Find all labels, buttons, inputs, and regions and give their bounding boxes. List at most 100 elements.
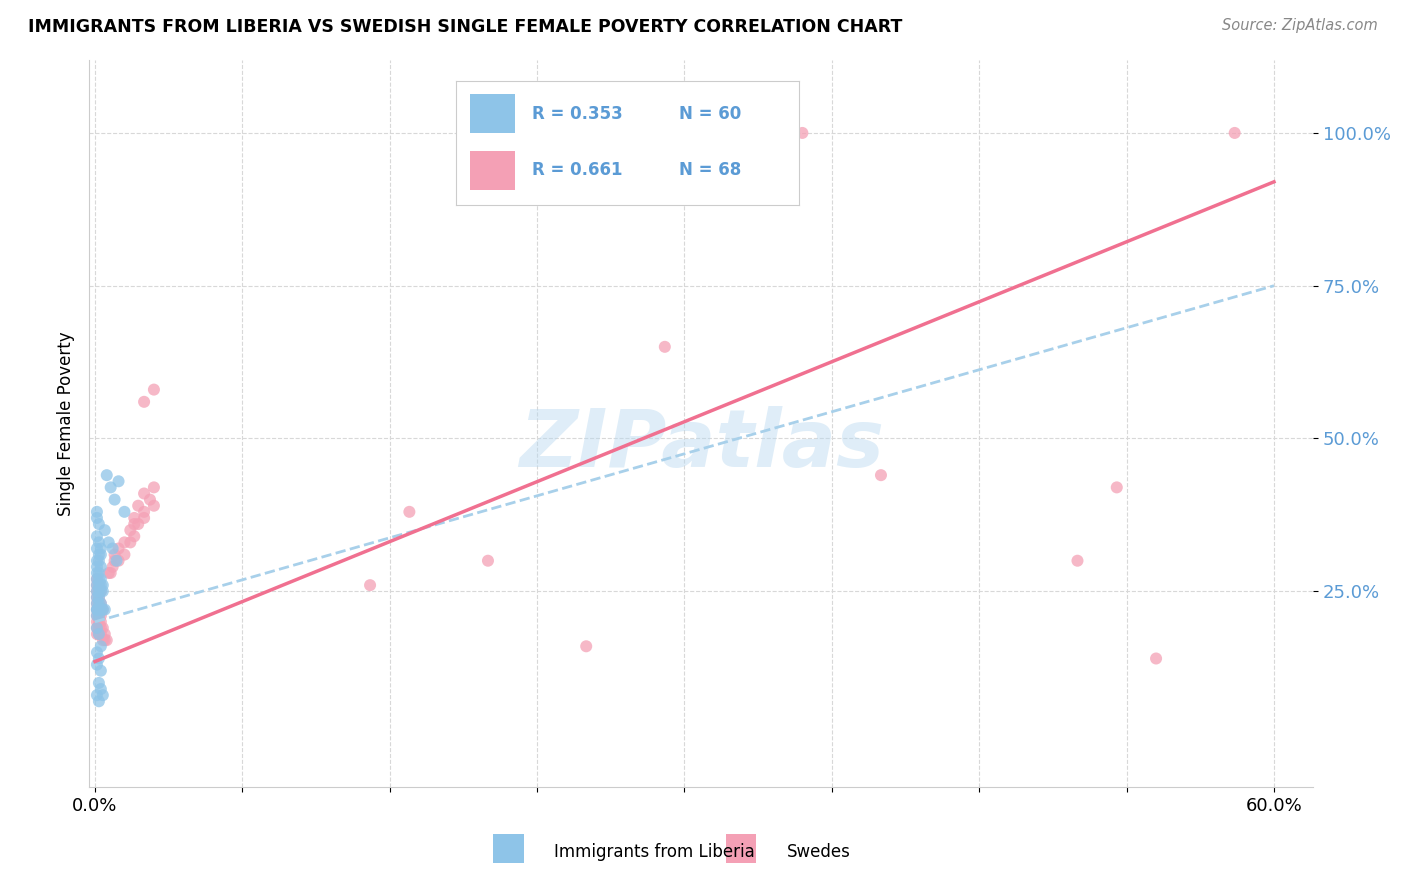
Point <box>87 597 110 611</box>
Point <box>86 591 108 605</box>
Point <box>91 602 114 616</box>
Point <box>87 676 110 690</box>
Point <box>122 511 145 525</box>
Point <box>132 511 155 525</box>
Point <box>96 633 118 648</box>
Point <box>90 664 112 678</box>
Point <box>90 608 112 623</box>
Point <box>86 566 108 580</box>
Point <box>87 535 110 549</box>
Point <box>86 602 108 616</box>
Point <box>90 602 112 616</box>
Point <box>94 627 117 641</box>
Point <box>87 608 110 623</box>
Point <box>91 602 114 616</box>
Point <box>87 578 110 592</box>
Point <box>90 597 112 611</box>
Point <box>1223 126 1246 140</box>
Point <box>139 492 162 507</box>
Point <box>132 505 155 519</box>
Point <box>120 523 142 537</box>
Point <box>100 480 122 494</box>
Point <box>104 554 127 568</box>
Point <box>87 602 110 616</box>
Point <box>114 548 136 562</box>
Point <box>90 548 112 562</box>
Point <box>1144 651 1167 665</box>
Point <box>87 554 110 568</box>
Point <box>97 535 120 549</box>
Point <box>91 578 114 592</box>
Point <box>87 615 110 629</box>
Point <box>94 523 117 537</box>
Point <box>87 578 110 592</box>
Point <box>86 621 108 635</box>
Point <box>86 541 108 556</box>
Point <box>86 615 108 629</box>
Point <box>127 499 149 513</box>
Point <box>107 541 129 556</box>
Point <box>132 394 155 409</box>
Point <box>90 627 112 641</box>
Point <box>86 657 108 672</box>
Y-axis label: Single Female Poverty: Single Female Poverty <box>58 331 75 516</box>
Point <box>87 591 110 605</box>
Point <box>142 383 165 397</box>
Point <box>86 578 108 592</box>
Point <box>90 615 112 629</box>
Point <box>87 694 110 708</box>
Point <box>86 559 108 574</box>
Point <box>87 572 110 586</box>
Point <box>142 499 165 513</box>
Point <box>90 584 112 599</box>
Point <box>87 627 110 641</box>
Point <box>96 468 118 483</box>
Point <box>87 584 110 599</box>
Point <box>86 602 108 616</box>
Point <box>86 505 108 519</box>
Point <box>90 559 112 574</box>
Point <box>87 651 110 665</box>
Point <box>90 541 112 556</box>
Point <box>1105 480 1128 494</box>
Point <box>94 633 117 648</box>
Point <box>86 591 108 605</box>
Point <box>86 688 108 702</box>
FancyBboxPatch shape <box>494 834 523 863</box>
Point <box>107 554 129 568</box>
Text: IMMIGRANTS FROM LIBERIA VS SWEDISH SINGLE FEMALE POVERTY CORRELATION CHART: IMMIGRANTS FROM LIBERIA VS SWEDISH SINGL… <box>28 18 903 36</box>
Point <box>86 578 108 592</box>
Point <box>87 608 110 623</box>
Point <box>90 584 112 599</box>
Point <box>90 578 112 592</box>
Point <box>90 602 112 616</box>
Point <box>104 548 127 562</box>
Point <box>359 578 381 592</box>
Point <box>107 475 129 489</box>
Point <box>86 572 108 586</box>
Point <box>477 554 499 568</box>
Point <box>91 688 114 702</box>
Text: Source: ZipAtlas.com: Source: ZipAtlas.com <box>1222 18 1378 33</box>
Point <box>654 340 676 354</box>
Point <box>100 566 122 580</box>
Point <box>398 505 420 519</box>
Point <box>105 554 128 568</box>
Point <box>86 584 108 599</box>
Point <box>120 535 142 549</box>
Point <box>101 559 124 574</box>
Point <box>90 621 112 635</box>
Point <box>86 602 108 616</box>
Point <box>132 486 155 500</box>
Text: Swedes: Swedes <box>787 843 851 862</box>
Point <box>87 548 110 562</box>
Point <box>104 492 127 507</box>
Point <box>87 597 110 611</box>
Point <box>90 597 112 611</box>
Point <box>86 597 108 611</box>
Point <box>91 584 114 599</box>
Point <box>97 566 120 580</box>
Point <box>86 608 108 623</box>
Point <box>142 480 165 494</box>
Point <box>101 541 124 556</box>
